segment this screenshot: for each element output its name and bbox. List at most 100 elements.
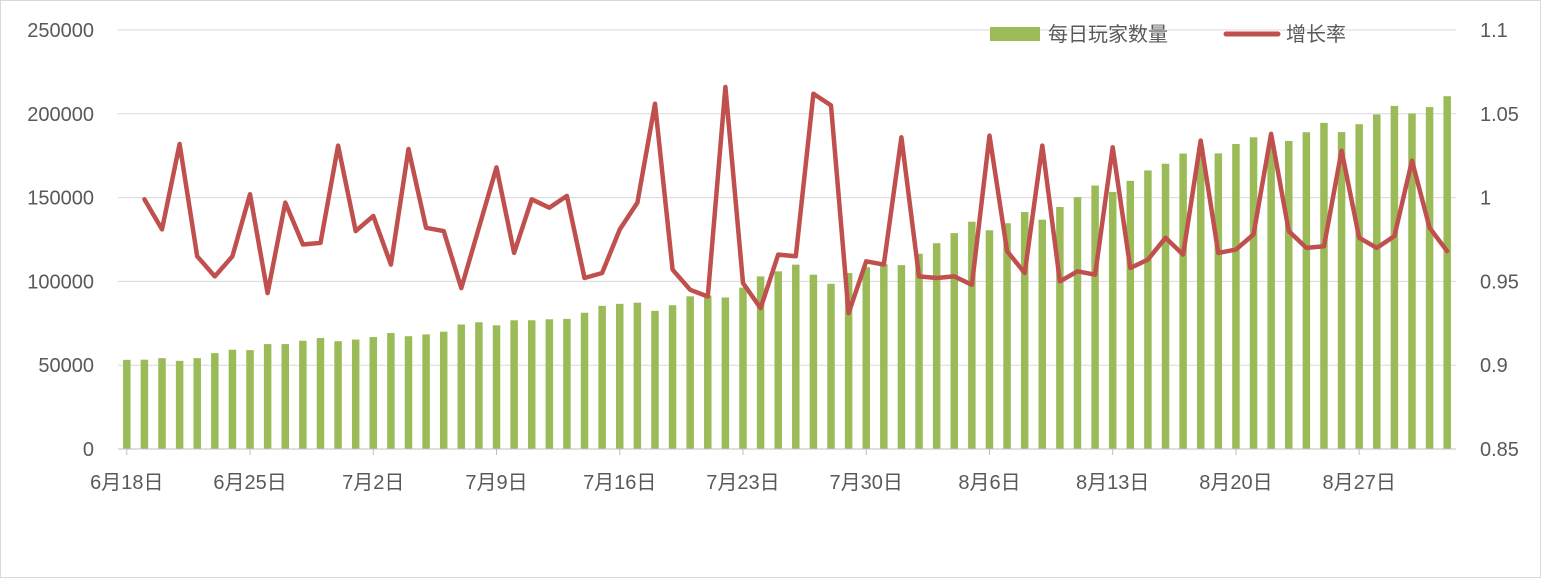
bar-9月1日 [1443, 96, 1451, 450]
bar-6月27日 [281, 344, 289, 449]
bar-8月16日 [1161, 163, 1170, 449]
bar-8月7日 [1003, 223, 1011, 449]
bar-7月6日 [439, 331, 448, 449]
bar-7月29日 [844, 273, 853, 449]
bar-7月25日 [774, 271, 782, 449]
bar-series-daily-players [123, 96, 1451, 450]
x-tick-label: 8月20日 [1199, 472, 1272, 494]
bar-8月17日 [1179, 153, 1187, 450]
legend-label-line: 增长率 [1286, 22, 1346, 46]
bar-7月2日 [369, 337, 378, 449]
bar-7月23日 [739, 287, 747, 449]
bar-7月11日 [527, 320, 536, 449]
bar-7月17日 [633, 302, 642, 449]
bar-7月18日 [651, 310, 659, 449]
x-tick-label: 7月2日 [342, 472, 404, 494]
y-left-tick-label: 150000 [27, 188, 94, 210]
y-left-tick-label: 250000 [27, 20, 94, 42]
y-right-tick-label: 1.1 [1480, 20, 1508, 42]
bar-7月13日 [563, 318, 571, 449]
x-tick-label: 8月27日 [1322, 472, 1395, 494]
x-tick-label: 7月23日 [706, 472, 779, 494]
line-series-growth-rate [142, 84, 1450, 316]
bar-7月21日 [704, 295, 712, 449]
x-tick-label: 7月9日 [465, 472, 527, 494]
bar-8月20日 [1232, 143, 1240, 449]
y-left-tick-label: 50000 [38, 355, 94, 377]
growth-rate-line [142, 84, 1450, 316]
x-tick-label: 6月18日 [90, 472, 163, 494]
bar-7月12日 [545, 319, 554, 449]
bar-8月19日 [1214, 153, 1223, 449]
bar-7月9日 [492, 325, 501, 449]
bar-7月28日 [827, 283, 835, 449]
y-right-tick-label: 0.85 [1480, 439, 1519, 461]
bar-7月1日 [351, 339, 360, 449]
bar-7月3日 [387, 333, 395, 449]
bar-6月22日 [193, 358, 201, 449]
y-right-tick-label: 0.9 [1480, 355, 1508, 377]
bar-6月19日 [140, 359, 149, 449]
bar-8月1日 [897, 265, 906, 449]
bar-7月5日 [422, 334, 430, 449]
bar-8月10日 [1056, 206, 1064, 449]
bar-8月14日 [1126, 180, 1135, 449]
bar-8月26日 [1337, 132, 1346, 449]
bar-6月29日 [316, 338, 325, 449]
bar-7月7日 [457, 324, 466, 449]
bar-7月30日 [862, 267, 870, 449]
bar-7月26日 [792, 264, 800, 449]
bar-6月30日 [334, 341, 342, 449]
bar-6月20日 [158, 358, 166, 449]
bar-6月23日 [211, 353, 219, 449]
x-tick-label: 7月30日 [830, 472, 903, 494]
bar-7月31日 [880, 264, 888, 449]
legend: 每日玩家数量 增长率 [990, 22, 1346, 46]
bar-6月28日 [299, 340, 307, 449]
bar-8月30日 [1408, 113, 1416, 450]
bar-8月29日 [1390, 105, 1399, 450]
legend-label-bars: 每日玩家数量 [1048, 22, 1168, 46]
x-tick-label: 6月25日 [213, 472, 286, 494]
bar-8月23日 [1285, 140, 1293, 449]
bar-8月27日 [1355, 124, 1363, 450]
bar-8月3日 [932, 243, 941, 449]
bar-7月8日 [475, 322, 483, 449]
bar-8月4日 [950, 233, 958, 449]
bar-6月26日 [263, 344, 272, 449]
bar-7月19日 [668, 305, 677, 449]
bar-7月27日 [809, 274, 818, 449]
bar-7月4日 [404, 336, 413, 449]
bar-8月24日 [1302, 132, 1311, 449]
x-tick-label: 8月13日 [1076, 472, 1149, 494]
y-right-tick-label: 0.95 [1480, 271, 1519, 293]
bar-6月18日 [123, 359, 131, 449]
y-left-tick-label: 0 [83, 439, 94, 461]
bar-8月13日 [1108, 191, 1117, 449]
bar-8月11日 [1073, 197, 1082, 449]
bar-7月22日 [721, 297, 730, 449]
bar-8月6日 [985, 230, 994, 449]
bar-8月21日 [1249, 137, 1258, 449]
bar-6月24日 [228, 349, 237, 449]
bar-7月16日 [616, 303, 624, 449]
bar-8月18日 [1196, 147, 1205, 449]
bar-6月25日 [246, 350, 254, 449]
bar-8月5日 [968, 221, 976, 449]
bar-8月9日 [1038, 219, 1047, 449]
bar-7月20日 [686, 296, 694, 449]
axes: 0 50000 100000 150000 200000 250000 0.85 0.9 0.9… [27, 20, 1519, 494]
bar-7月15日 [598, 305, 606, 449]
bar-7月14日 [580, 312, 589, 449]
bar-7月10日 [510, 320, 518, 449]
bar-8月2日 [915, 253, 923, 449]
bar-8月28日 [1373, 114, 1381, 449]
bar-8月31日 [1425, 107, 1434, 449]
legend-swatch-bars [990, 27, 1040, 41]
y-left-tick-label: 100000 [27, 271, 94, 293]
bar-8月25日 [1320, 122, 1328, 449]
bar-8月22日 [1267, 147, 1275, 449]
x-tick-label: 7月16日 [583, 472, 656, 494]
